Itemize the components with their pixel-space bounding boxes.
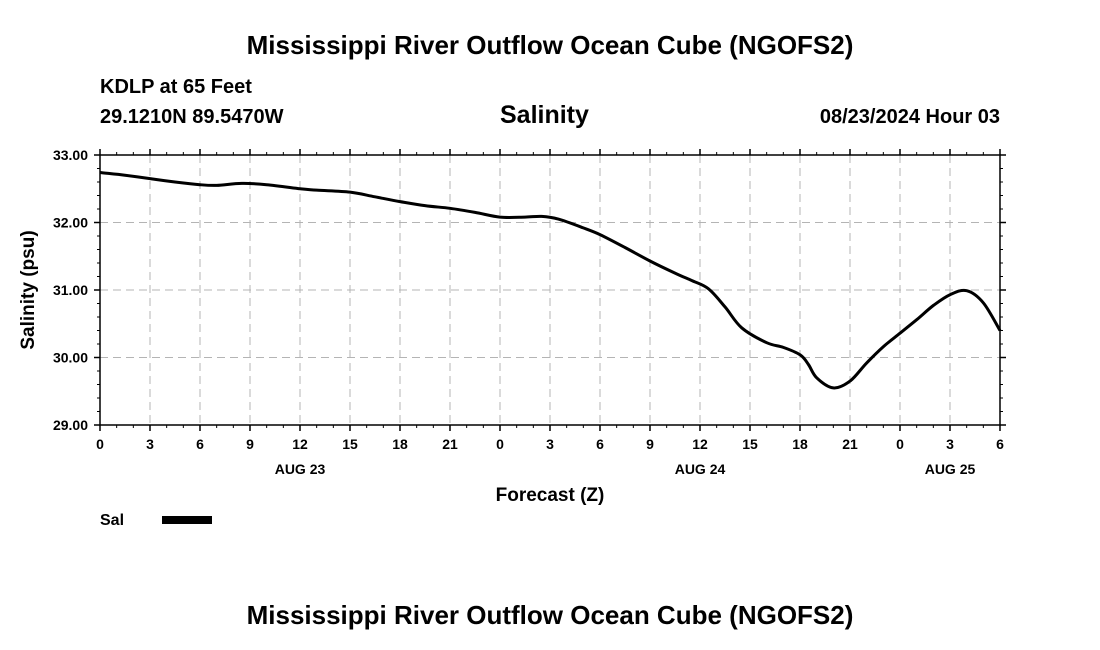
x-tick-label: 21	[842, 436, 858, 452]
chart-title: Salinity	[500, 101, 589, 129]
station-label: KDLP at 65 Feet	[100, 76, 252, 98]
x-tick-label: 0	[896, 436, 904, 452]
series-line-sal	[99, 171, 1002, 390]
x-tick-label: 12	[692, 436, 708, 452]
y-tick-label: 30.00	[53, 350, 88, 366]
y-tick-label: 33.00	[53, 147, 88, 163]
legend-label-sal: Sal	[100, 512, 124, 529]
x-tick-label: 0	[496, 436, 504, 452]
y-tick-label: 31.00	[53, 282, 88, 298]
date-label: AUG 25	[925, 461, 976, 477]
date-label: AUG 23	[275, 461, 326, 477]
legend: Sal	[100, 512, 212, 529]
y-tick-label: 32.00	[53, 215, 88, 231]
x-tick-label: 3	[546, 436, 554, 452]
series-layer	[99, 171, 1002, 390]
date-label: AUG 24	[675, 461, 726, 477]
x-tick-label: 0	[96, 436, 104, 452]
x-tick-label: 18	[792, 436, 808, 452]
coordinates-label: 29.1210N 89.5470W	[100, 106, 284, 128]
x-tick-label: 18	[392, 436, 408, 452]
x-axis-label: Forecast (Z)	[496, 485, 605, 506]
x-tick-label: 15	[342, 436, 358, 452]
x-tick-label: 3	[946, 436, 954, 452]
y-axis-label: Salinity (psu)	[18, 230, 39, 349]
tick-labels: 29.00 30.00 31.00 32.00 33.00 0 3 6 9 12 15 18 21 0 3 6…	[53, 147, 1004, 477]
x-tick-label: 6	[996, 436, 1004, 452]
x-tick-label: 21	[442, 436, 458, 452]
x-tick-label: 9	[646, 436, 654, 452]
forecast-date-label: 08/23/2024 Hour 03	[819, 106, 1000, 128]
salinity-chart: 29.00 30.00 31.00 32.00 33.00 0 3 6 9 12 15 18 21 0 3 6…	[18, 147, 1006, 529]
x-tick-label: 3	[146, 436, 154, 452]
x-tick-label: 6	[596, 436, 604, 452]
x-tick-label: 12	[292, 436, 308, 452]
x-tick-label: 6	[196, 436, 204, 452]
x-tick-label: 15	[742, 436, 758, 452]
main-title: Mississippi River Outflow Ocean Cube (NG…	[246, 30, 854, 60]
y-tick-label: 29.00	[53, 417, 88, 433]
plot-frame	[99, 154, 1001, 426]
x-tick-label: 9	[246, 436, 254, 452]
footer-title: Mississippi River Outflow Ocean Cube (NG…	[246, 600, 854, 630]
grid-lines	[100, 155, 1000, 425]
